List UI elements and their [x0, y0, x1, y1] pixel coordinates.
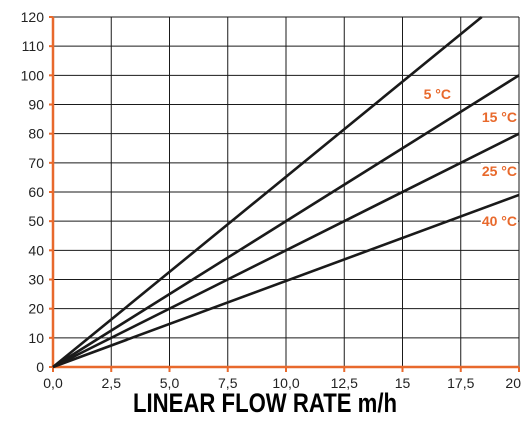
- series-line: [52, 193, 520, 369]
- y-tick-label: 70: [28, 155, 44, 171]
- x-tick-label: 12,5: [331, 375, 358, 391]
- x-tick-label: 20: [505, 375, 521, 391]
- labels: 5 °C 15 °C 25 °C 40 °C: [422, 86, 518, 229]
- series-label-bg: [480, 213, 518, 229]
- series-lines: [52, 15, 520, 369]
- series-label: 25 °C: [482, 163, 517, 179]
- series-label-bg: [480, 163, 518, 179]
- y-tick-label: 40: [28, 242, 44, 258]
- series-label: 40 °C: [482, 213, 517, 229]
- y-tick-label: 100: [21, 67, 45, 83]
- axes: 0 10 20 30 40 50 60 70 80 90 100 110 120 0,0 2,5 5,0 7,5…: [21, 9, 522, 391]
- y-tick-label: 50: [28, 213, 44, 229]
- y-tick-label: 110: [22, 38, 45, 54]
- y-tick-label: 60: [28, 184, 44, 200]
- y-tick-label: 30: [28, 272, 44, 288]
- series-line: [52, 15, 483, 369]
- series-label-bg: [422, 86, 452, 102]
- x-tick-label: 10,0: [272, 375, 299, 391]
- x-axis-title: LINEAR FLOW RATE m/h: [132, 388, 398, 418]
- series-line: [52, 132, 520, 369]
- grid: [53, 16, 520, 367]
- y-tick-label: 90: [28, 97, 44, 113]
- x-tick-label: 0,0: [43, 375, 63, 391]
- y-tick-label: 0: [36, 359, 44, 375]
- series-label-bg: [480, 109, 518, 125]
- x-tick-label: 5,0: [160, 375, 180, 391]
- series-line: [52, 74, 520, 369]
- x-tick-label: 2,5: [102, 375, 122, 391]
- x-tick-label: 15: [395, 375, 411, 391]
- series-label: 5 °C: [424, 86, 451, 102]
- y-tick-label: 10: [28, 330, 44, 346]
- y-tick-label: 80: [28, 126, 44, 142]
- x-tick-label: 7,5: [218, 375, 238, 391]
- y-tick-label: 120: [21, 9, 45, 25]
- series-label: 15 °C: [482, 109, 517, 125]
- y-tick-label: 20: [28, 301, 44, 317]
- x-tick-label: 17,5: [447, 375, 474, 391]
